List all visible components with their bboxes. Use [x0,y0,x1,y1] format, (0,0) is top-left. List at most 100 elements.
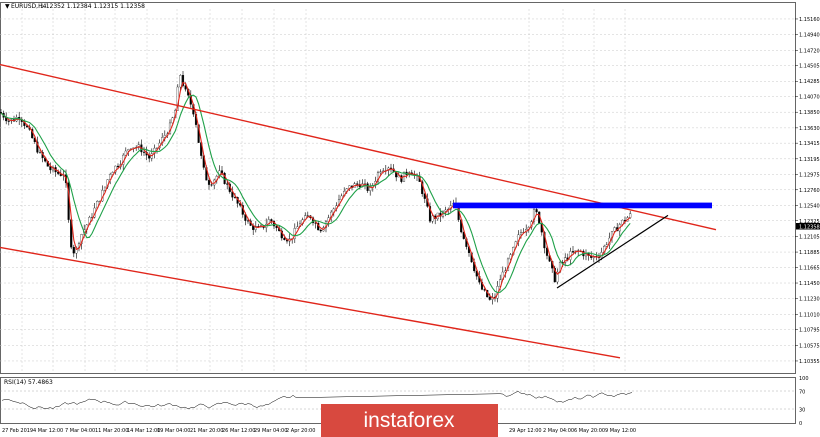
candle-body [7,120,10,122]
green-moving-average [0,94,631,294]
watermark: instaforex [363,409,455,432]
price-axis: 1.15160 1.14940 1.14720 1.14505 1.14285 1.140… [795,17,820,365]
price-axis-label: 1.11230 [799,297,820,303]
time-axis-label: 21 Mar 20:00 [190,428,223,434]
price-axis-label: 1.14720 [799,48,820,54]
price-axis-label: 1.12760 [799,188,820,194]
price-axis-label: 1.12105 [799,234,820,240]
time-axis-label: 26 Mar 12:00 [222,428,255,434]
candle-body [116,165,120,168]
red-ma-line [0,81,631,299]
rsi-header: RSI(14) 57.4863 [4,379,53,386]
price-axis-label: 1.11665 [799,266,820,272]
price-axis-label: 1.13850 [799,110,820,116]
time-axis-label: 14 Mar 12:00 [127,428,160,434]
candle-body [556,271,559,283]
support-trendline [556,214,669,289]
candle-body [571,251,575,253]
ohlc-readout: 1.12352 1.12384 1.12315 1.12358 [40,3,145,10]
candle-body [210,184,213,186]
candle-body [423,193,426,199]
time-axis: 27 Feb 2019 4 Mar 12:00 7 Mar 04:00 11 Mar … [2,428,636,434]
candle-body [270,219,273,222]
price-axis-label: 1.12540 [799,203,820,209]
candle-body [545,247,549,256]
time-axis-label: 19 Mar 04:00 [157,428,190,434]
time-axis-label: 29 Apr 12:00 [509,428,542,434]
time-axis-label: 27 Feb 2019 [2,428,33,434]
candle-body [179,75,182,88]
candle-body [103,186,107,191]
resistance-zone [453,202,712,209]
price-axis-label: 1.14940 [799,33,820,39]
candle-body [444,209,447,212]
price-axis-label: 1.14070 [799,95,820,101]
price-axis-label: 1.11010 [799,312,820,318]
price-axis-label: 1.10575 [799,343,820,349]
price-axis-label: 1.13630 [799,126,820,132]
price-axis-label: 1.10795 [799,328,820,334]
price-axis-label: 1.11885 [799,250,820,256]
price-axis-label: 1.11450 [799,281,820,287]
candle-body [629,213,632,218]
chart-annotations [0,63,717,359]
candle-body [163,135,166,138]
candle-body [171,117,174,124]
price-axis-label: 1.10355 [799,359,820,365]
green-ma-line [0,94,631,294]
time-axis-label: 29 Mar 04:00 [254,428,287,434]
candle-body [184,85,187,90]
candle-body [226,183,229,185]
candle-body [181,75,185,86]
rsi-axis-label: 100 [799,376,809,382]
main-plot-area [0,2,796,374]
price-grid [0,9,795,372]
candle-body [0,112,3,114]
price-axis-label: 1.12325 [799,219,820,225]
time-axis-label: 2 May 04:00 [543,428,574,434]
candle-body [519,232,523,235]
candle-body [142,151,146,153]
candle-body [363,183,367,185]
time-axis-label: 11 Mar 20:00 [95,428,128,434]
chart-title: EURUSD,H4 [11,3,47,10]
candle-body [509,254,512,260]
rsi-axis-label: 0 [799,421,802,427]
rsi-axis: 100 70 30 0 [799,376,809,427]
time-axis-label: 6 May 20:00 [574,428,605,434]
candle-body [246,220,250,222]
candle-body [72,246,75,254]
price-axis-label: 1.12975 [799,172,820,178]
candle-body [36,141,39,153]
price-axis-label: 1.13195 [799,157,820,163]
candle-body [366,183,369,191]
time-axis-label: 4 Mar 12:00 [33,428,63,434]
rsi-axis-label: 70 [799,390,805,396]
candle-body [114,165,117,173]
candle-body [38,152,42,153]
candle-body [319,229,322,232]
chart-title-arrow: ▼ [5,3,10,10]
rsi-axis-label: 30 [799,408,805,414]
candle-body [127,149,130,152]
candle-body [306,215,309,217]
candle-body [296,226,299,229]
candle-body [379,171,382,173]
candle-body [553,267,556,283]
price-axis-label: 1.15160 [799,17,820,23]
candle-body [428,206,432,222]
candle-body [254,226,257,230]
candle-body [356,183,359,185]
watermark-box [321,404,498,437]
price-axis-label: 1.14505 [799,64,820,70]
candle-body [124,150,127,156]
channel-line [0,246,621,359]
current-price-tag [796,223,820,230]
candle-body [532,209,536,222]
rsi-line [1,391,633,410]
price-axis-label: 1.14285 [799,79,820,85]
red-moving-average [0,81,631,299]
candle-body [535,209,538,213]
current-price-label: 1.12358 [799,224,820,230]
